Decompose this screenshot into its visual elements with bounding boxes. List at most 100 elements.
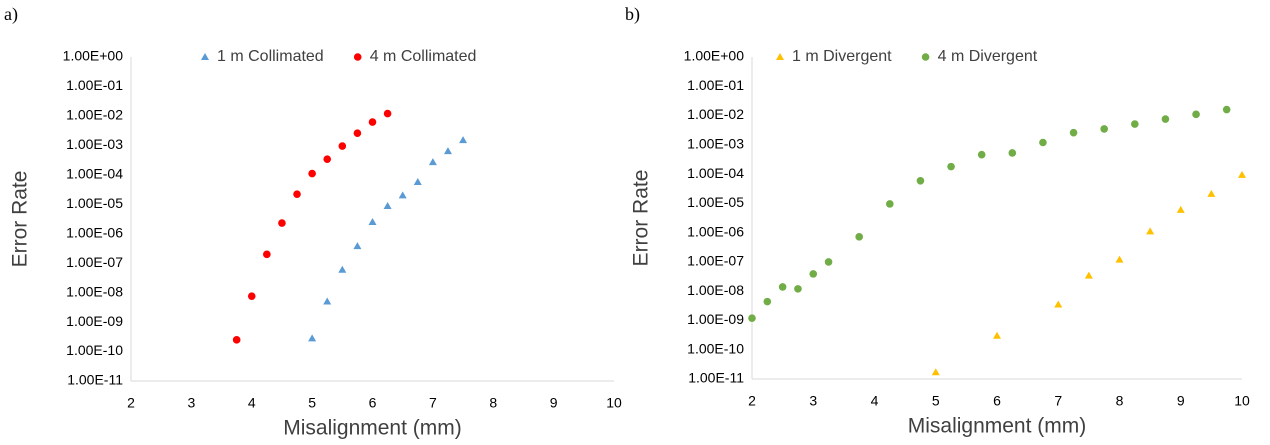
point (824, 258, 833, 266)
point (428, 158, 437, 166)
point (232, 336, 241, 344)
y-tick-label: 1.00E-08 (687, 282, 744, 298)
y-tick-label: 1.00E-03 (66, 136, 123, 152)
x-tick-label: 4 (248, 395, 256, 411)
point (1008, 149, 1017, 157)
x-tick-label: 4 (871, 393, 879, 409)
point (1222, 105, 1231, 114)
point (323, 297, 332, 305)
panel-label: b) (625, 4, 640, 25)
x-tick-label: 3 (809, 393, 817, 409)
y-tick-label: 1.00E-09 (687, 311, 744, 327)
y-tick-label: 1.00E-03 (687, 136, 744, 152)
point (413, 178, 422, 186)
y-tick-label: 1.00E-07 (687, 253, 744, 269)
y-tick-label: 1.00E-05 (66, 195, 123, 211)
y-tick-label: 1.00E-07 (66, 254, 123, 270)
point (947, 162, 955, 171)
point (1054, 300, 1063, 308)
point (247, 292, 256, 300)
point (993, 331, 1001, 339)
point (338, 265, 347, 273)
point (931, 368, 940, 376)
point (398, 191, 407, 199)
point (459, 136, 468, 144)
point (1192, 110, 1200, 119)
legend-label: 4 m Divergent (938, 48, 1038, 65)
legend-marker (353, 53, 362, 61)
y-tick-label: 1.00E-04 (687, 165, 744, 181)
point (855, 233, 863, 241)
x-tick-label: 2 (748, 393, 756, 409)
legend-label: 1 m Collimated (217, 48, 324, 65)
point (308, 334, 317, 342)
point (353, 129, 362, 137)
point (263, 250, 271, 259)
y-tick-label: 1.00E-10 (687, 340, 744, 356)
y-tick-label: 1.00E-01 (66, 77, 123, 93)
x-tick-label: 6 (993, 393, 1001, 409)
point (368, 218, 377, 226)
x-tick-label: 9 (550, 395, 558, 411)
legend-label: 4 m Collimated (370, 48, 477, 65)
point (763, 297, 772, 306)
point (809, 270, 818, 278)
point (1039, 138, 1047, 147)
x-axis-title: Misalignment (mm) (283, 417, 462, 440)
y-tick-label: 1.00E-05 (687, 194, 744, 210)
x-tick-label: 2 (127, 395, 135, 411)
y-axis-title: Error Rate (630, 170, 653, 267)
point (368, 118, 377, 126)
y-tick-label: 1.00E-01 (687, 77, 744, 93)
point (977, 150, 986, 159)
x-tick-label: 7 (1054, 393, 1062, 409)
x-tick-label: 3 (187, 395, 195, 411)
y-tick-label: 1.00E-06 (66, 224, 123, 240)
x-tick-label: 6 (369, 395, 377, 411)
x-axis-title: Misalignment (mm) (908, 415, 1087, 438)
point (1238, 170, 1246, 178)
point (886, 200, 894, 208)
y-tick-label: 1.00E+00 (63, 48, 124, 64)
point (794, 285, 802, 293)
legend-marker (776, 53, 784, 60)
x-tick-label: 5 (308, 395, 316, 411)
y-tick-label: 1.00E-04 (66, 166, 123, 182)
y-tick-label: 1.00E+00 (684, 48, 745, 64)
legend-label: 1 m Divergent (792, 48, 892, 65)
x-tick-label: 10 (1234, 393, 1250, 409)
y-tick-label: 1.00E-11 (67, 372, 123, 388)
point (383, 202, 392, 210)
panel-label: a) (4, 4, 18, 25)
y-tick-label: 1.00E-02 (66, 107, 123, 123)
y-tick-label: 1.00E-11 (688, 370, 744, 386)
point (1069, 128, 1078, 137)
point (778, 283, 787, 291)
point (916, 176, 925, 185)
legend-marker (201, 53, 209, 60)
point (1131, 120, 1139, 128)
point (443, 147, 452, 155)
point (1161, 115, 1170, 123)
y-axis-title: Error Rate (9, 171, 32, 268)
legend-marker (921, 53, 930, 61)
y-tick-label: 1.00E-06 (687, 223, 744, 239)
y-tick-label: 1.00E-09 (66, 313, 123, 329)
x-tick-label: 5 (932, 393, 940, 409)
x-tick-label: 10 (606, 395, 622, 411)
point (338, 142, 347, 150)
x-tick-label: 8 (489, 395, 497, 411)
x-tick-label: 7 (429, 395, 437, 411)
x-tick-label: 8 (1116, 393, 1124, 409)
point (748, 314, 756, 322)
point (1100, 125, 1108, 133)
y-tick-label: 1.00E-08 (66, 283, 123, 299)
point (293, 190, 301, 198)
y-tick-label: 1.00E-02 (687, 106, 744, 122)
point (353, 242, 362, 250)
point (1084, 271, 1093, 279)
point (278, 219, 286, 227)
point (383, 109, 392, 118)
point (323, 155, 332, 163)
